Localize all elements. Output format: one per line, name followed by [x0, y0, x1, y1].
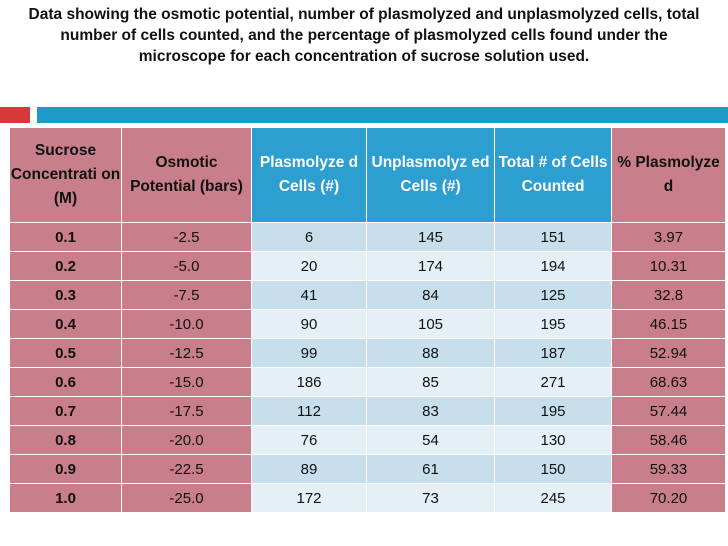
percent-plasmolyzed-cell: 59.33 — [611, 454, 726, 484]
slide-title: Data showing the osmotic potential, numb… — [28, 6, 700, 65]
percent-plasmolyzed-cell: 32.8 — [611, 280, 726, 310]
sucrose-concentration-cell: 0.6 — [9, 367, 122, 397]
osmotic-potential-cell: -25.0 — [121, 483, 252, 513]
sucrose-concentration-cell: 0.8 — [9, 425, 122, 455]
total-cells-cell: 271 — [494, 367, 612, 397]
percent-plasmolyzed-cell: 10.31 — [611, 251, 726, 281]
plasmolyzed-cells-cell: 186 — [251, 367, 367, 397]
table-header-row: Sucrose Concentrati on (M) Osmotic Poten… — [9, 127, 726, 223]
table-row: 0.5 -12.5 99 88 187 52.94 — [9, 338, 726, 368]
unplasmolyzed-cells-cell: 88 — [366, 338, 495, 368]
total-cells-cell: 194 — [494, 251, 612, 281]
table-row: 0.8 -20.0 76 54 130 58.46 — [9, 425, 726, 455]
sucrose-concentration-cell: 0.3 — [9, 280, 122, 310]
accent-bar-red — [0, 107, 30, 123]
table-row: 0.9 -22.5 89 61 150 59.33 — [9, 454, 726, 484]
percent-plasmolyzed-cell: 58.46 — [611, 425, 726, 455]
total-cells-cell: 245 — [494, 483, 612, 513]
osmotic-potential-cell: -7.5 — [121, 280, 252, 310]
unplasmolyzed-cells-cell: 85 — [366, 367, 495, 397]
total-cells-cell: 130 — [494, 425, 612, 455]
accent-bar-blue — [37, 107, 728, 123]
osmotic-potential-cell: -12.5 — [121, 338, 252, 368]
sucrose-concentration-cell: 0.2 — [9, 251, 122, 281]
unplasmolyzed-cells-cell: 145 — [366, 222, 495, 252]
sucrose-concentration-cell: 0.7 — [9, 396, 122, 426]
table-row: 0.1 -2.5 6 145 151 3.97 — [9, 222, 726, 252]
unplasmolyzed-cells-cell: 73 — [366, 483, 495, 513]
table-row: 0.6 -15.0 186 85 271 68.63 — [9, 367, 726, 397]
osmotic-potential-cell: -2.5 — [121, 222, 252, 252]
plasmolyzed-cells-cell: 6 — [251, 222, 367, 252]
table-body: 0.1 -2.5 6 145 151 3.97 0.2 -5.0 20 174 194 10.31 0.… — [9, 222, 726, 513]
table-row: 0.4 -10.0 90 105 195 46.15 — [9, 309, 726, 339]
header-plasmolyzed-cells: Plasmolyze d Cells (#) — [251, 127, 367, 223]
percent-plasmolyzed-cell: 3.97 — [611, 222, 726, 252]
unplasmolyzed-cells-cell: 61 — [366, 454, 495, 484]
osmotic-potential-cell: -22.5 — [121, 454, 252, 484]
unplasmolyzed-cells-cell: 54 — [366, 425, 495, 455]
percent-plasmolyzed-cell: 46.15 — [611, 309, 726, 339]
osmotic-potential-cell: -5.0 — [121, 251, 252, 281]
table-row: 1.0 -25.0 172 73 245 70.20 — [9, 483, 726, 513]
plasmolyzed-cells-cell: 76 — [251, 425, 367, 455]
sucrose-concentration-cell: 0.5 — [9, 338, 122, 368]
unplasmolyzed-cells-cell: 174 — [366, 251, 495, 281]
unplasmolyzed-cells-cell: 83 — [366, 396, 495, 426]
header-total-cells: Total # of Cells Counted — [494, 127, 612, 223]
plasmolyzed-cells-cell: 41 — [251, 280, 367, 310]
table-row: 0.3 -7.5 41 84 125 32.8 — [9, 280, 726, 310]
header-osmotic-potential: Osmotic Potential (bars) — [121, 127, 252, 223]
total-cells-cell: 151 — [494, 222, 612, 252]
unplasmolyzed-cells-cell: 84 — [366, 280, 495, 310]
plasmolyzed-cells-cell: 89 — [251, 454, 367, 484]
plasmolyzed-cells-cell: 112 — [251, 396, 367, 426]
total-cells-cell: 195 — [494, 396, 612, 426]
sucrose-concentration-cell: 1.0 — [9, 483, 122, 513]
plasmolyzed-cells-cell: 20 — [251, 251, 367, 281]
osmotic-potential-cell: -20.0 — [121, 425, 252, 455]
table-row: 0.2 -5.0 20 174 194 10.31 — [9, 251, 726, 281]
total-cells-cell: 195 — [494, 309, 612, 339]
sucrose-concentration-cell: 0.4 — [9, 309, 122, 339]
osmotic-potential-cell: -10.0 — [121, 309, 252, 339]
unplasmolyzed-cells-cell: 105 — [366, 309, 495, 339]
total-cells-cell: 125 — [494, 280, 612, 310]
data-table: Sucrose Concentrati on (M) Osmotic Poten… — [9, 127, 726, 513]
percent-plasmolyzed-cell: 57.44 — [611, 396, 726, 426]
plasmolyzed-cells-cell: 90 — [251, 309, 367, 339]
plasmolyzed-cells-cell: 172 — [251, 483, 367, 513]
header-unplasmolyzed-cells: Unplasmolyz ed Cells (#) — [366, 127, 495, 223]
header-percent-plasmolyzed: % Plasmolyze d — [611, 127, 726, 223]
table-row: 0.7 -17.5 112 83 195 57.44 — [9, 396, 726, 426]
osmotic-potential-cell: -17.5 — [121, 396, 252, 426]
sucrose-concentration-cell: 0.1 — [9, 222, 122, 252]
percent-plasmolyzed-cell: 52.94 — [611, 338, 726, 368]
percent-plasmolyzed-cell: 68.63 — [611, 367, 726, 397]
plasmolyzed-cells-cell: 99 — [251, 338, 367, 368]
percent-plasmolyzed-cell: 70.20 — [611, 483, 726, 513]
osmotic-potential-cell: -15.0 — [121, 367, 252, 397]
sucrose-concentration-cell: 0.9 — [9, 454, 122, 484]
total-cells-cell: 150 — [494, 454, 612, 484]
header-sucrose-concentration: Sucrose Concentrati on (M) — [9, 127, 122, 223]
total-cells-cell: 187 — [494, 338, 612, 368]
